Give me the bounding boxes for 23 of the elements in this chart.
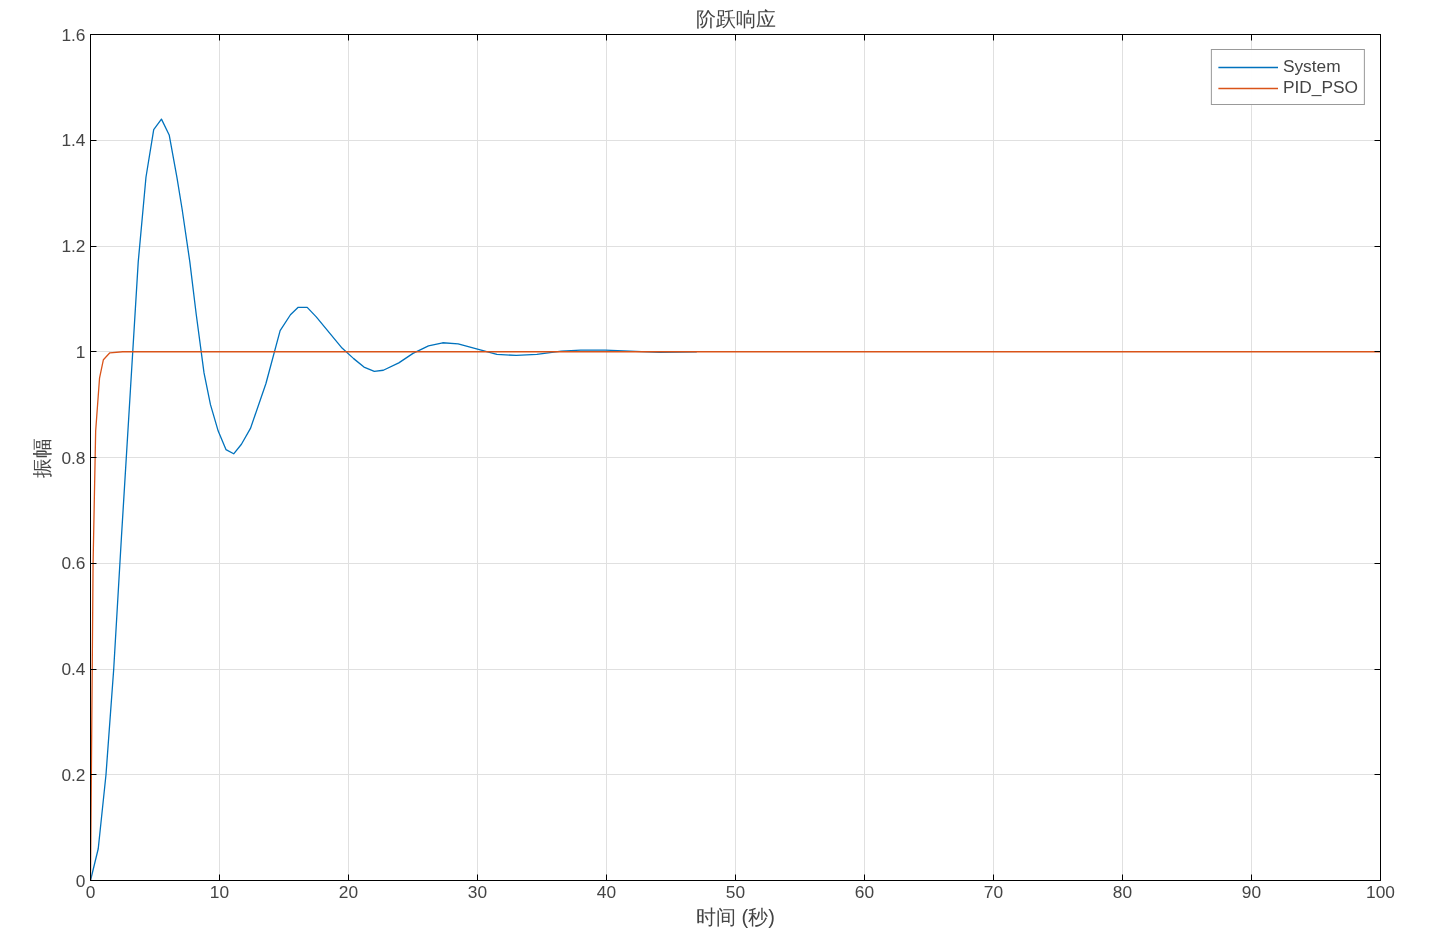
- y-tick-label: 1: [75, 341, 86, 362]
- x-tick-label: 90: [1241, 881, 1262, 902]
- chart-title: 阶跃响应: [695, 7, 776, 30]
- x-tick-label: 10: [209, 881, 230, 902]
- y-tick-label: 0.2: [61, 764, 86, 785]
- x-tick-label: 50: [725, 881, 746, 902]
- x-tick-label: 40: [596, 881, 617, 902]
- y-axis-title: 振幅: [31, 437, 54, 478]
- y-tick-label: 1.4: [61, 130, 86, 151]
- y-tick-label: 0.4: [61, 659, 86, 679]
- x-tick-label: 30: [467, 881, 488, 902]
- y-tick-label: 1.2: [61, 236, 86, 256]
- x-tick-label: 80: [1112, 881, 1133, 902]
- x-tick-label: 20: [338, 881, 359, 902]
- x-tick-label: 70: [983, 881, 1004, 902]
- x-tick-label: 100: [1366, 881, 1395, 902]
- y-tick-label: 0.8: [61, 447, 86, 468]
- legend-label: System: [1282, 56, 1341, 77]
- y-tick-label: 1.6: [61, 24, 86, 45]
- x-axis-title: 时间 (秒): [696, 905, 775, 928]
- legend-label: PID_PSO: [1282, 77, 1358, 98]
- x-tick-label: 60: [854, 881, 875, 902]
- y-tick-label: 0.6: [61, 553, 86, 574]
